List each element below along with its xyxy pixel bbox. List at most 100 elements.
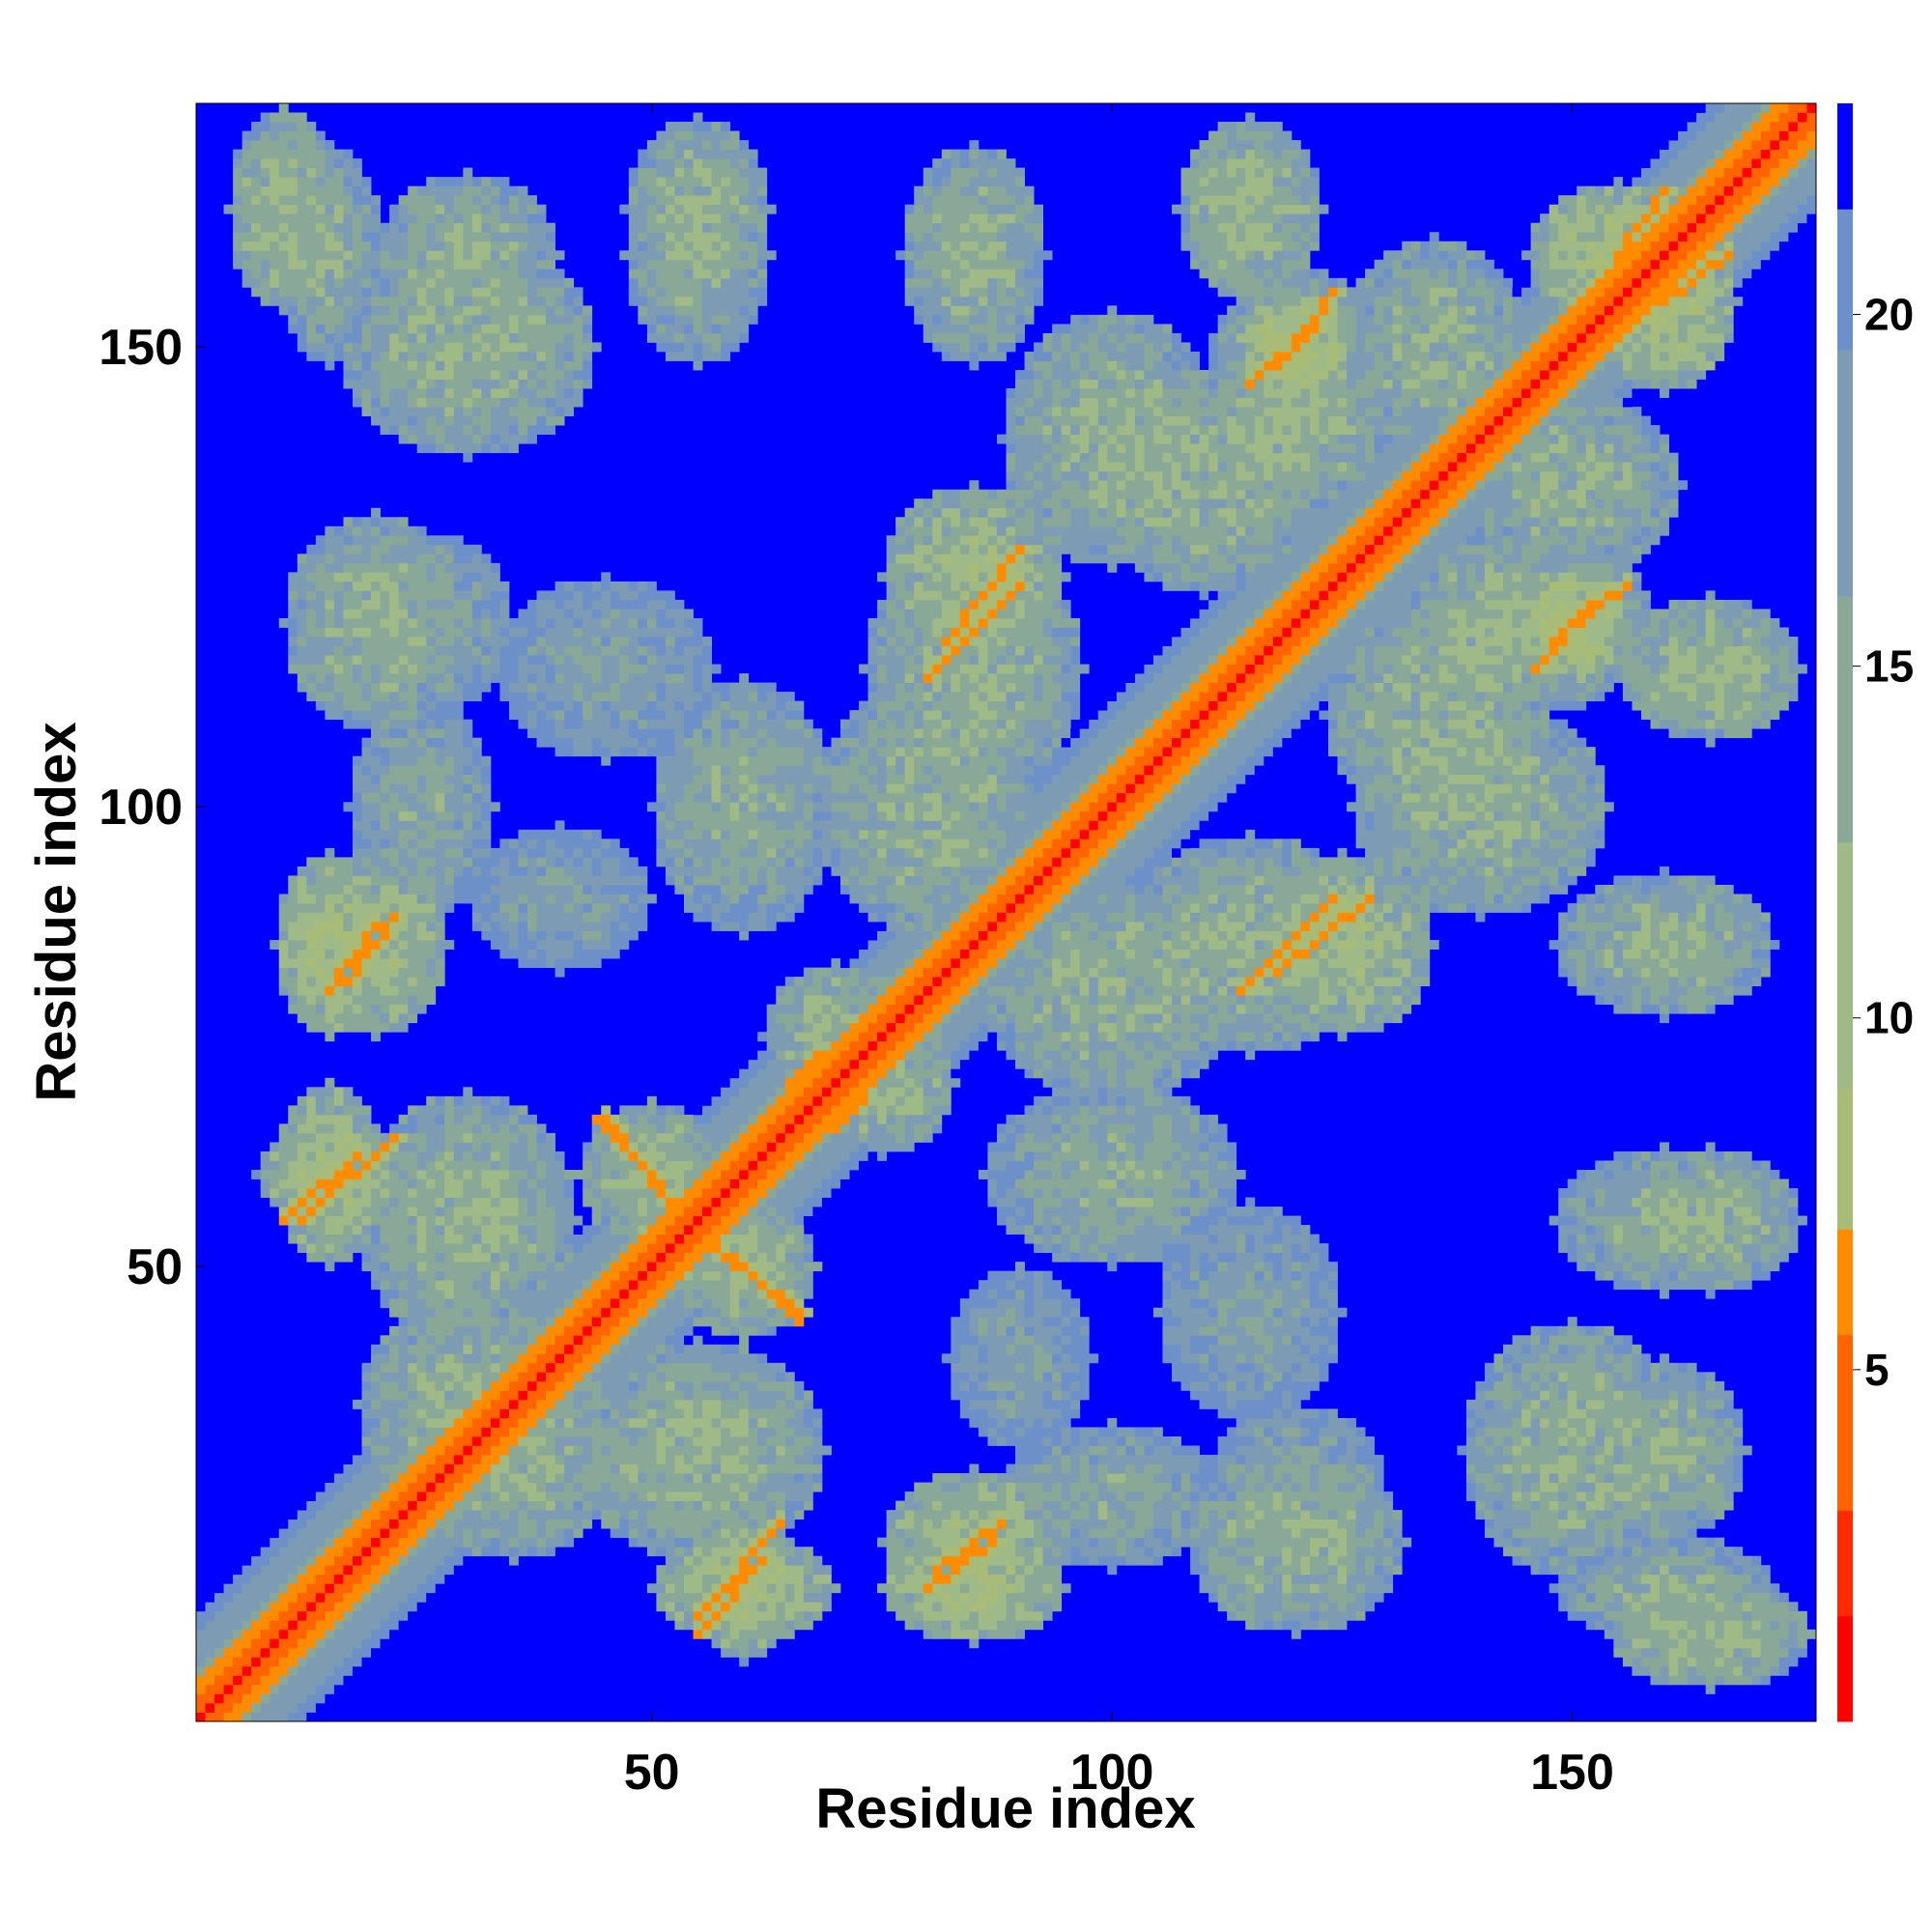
heatmap-cell	[638, 1362, 648, 1373]
heatmap-cell	[426, 314, 437, 325]
heatmap-cell	[315, 1013, 326, 1024]
heatmap-cell	[371, 1638, 381, 1649]
heatmap-cell	[260, 213, 270, 224]
heatmap-cell	[325, 1684, 335, 1694]
heatmap-cell	[315, 259, 326, 270]
heatmap-cell	[610, 1455, 620, 1464]
heatmap-cell	[582, 692, 593, 702]
heatmap-cell	[628, 1280, 639, 1291]
heatmap-cell	[389, 847, 400, 858]
heatmap-cell	[297, 1105, 307, 1116]
heatmap-cell	[325, 627, 335, 638]
heatmap-cell	[601, 1482, 611, 1492]
heatmap-cell	[518, 1547, 528, 1557]
heatmap-cell	[463, 195, 473, 206]
heatmap-cell	[371, 314, 381, 325]
heatmap-cell	[315, 195, 326, 206]
heatmap-cell	[499, 847, 510, 858]
heatmap-cell	[398, 1492, 409, 1501]
heatmap-cell	[453, 875, 464, 886]
heatmap-cell	[371, 1262, 381, 1272]
heatmap-cell	[389, 1620, 400, 1631]
heatmap-cell	[408, 1207, 418, 1216]
heatmap-cell	[398, 1482, 409, 1492]
heatmap-cell	[656, 1344, 667, 1354]
heatmap-cell	[573, 636, 583, 646]
heatmap-cell	[371, 259, 381, 270]
heatmap-cell	[508, 388, 519, 398]
heatmap-cell	[278, 1555, 289, 1566]
heatmap-cell	[564, 1445, 575, 1456]
heatmap-cell	[453, 884, 464, 895]
heatmap-cell	[554, 673, 565, 683]
heatmap-cell	[297, 204, 307, 214]
heatmap-cell	[471, 627, 482, 638]
heatmap-cell	[638, 1317, 648, 1327]
heatmap-cell	[610, 1225, 620, 1235]
heatmap-cell	[508, 1252, 519, 1263]
heatmap-cell	[527, 1243, 537, 1254]
heatmap-cell	[471, 195, 482, 206]
heatmap-cell	[490, 1399, 500, 1409]
heatmap-cell	[546, 1427, 556, 1437]
heatmap-cell	[499, 314, 510, 325]
heatmap-cell	[333, 949, 344, 959]
heatmap-cell	[628, 655, 639, 665]
heatmap-cell	[398, 902, 409, 913]
heatmap-cell	[490, 1473, 500, 1483]
heatmap-cell	[325, 1207, 335, 1216]
heatmap-cell	[416, 609, 427, 619]
heatmap-cell	[389, 1528, 400, 1539]
heatmap-cell	[573, 1307, 583, 1318]
heatmap-cell	[582, 351, 593, 361]
heatmap-cell	[656, 1335, 667, 1346]
heatmap-cell	[619, 1270, 630, 1281]
heatmap-cell	[352, 250, 362, 261]
heatmap-cell	[554, 1362, 565, 1373]
heatmap-cell	[416, 1519, 427, 1529]
heatmap-cell	[582, 332, 593, 343]
heatmap-cell	[389, 369, 400, 380]
heatmap-cell	[536, 930, 547, 941]
heatmap-cell	[490, 1197, 500, 1208]
heatmap-cell	[389, 985, 400, 996]
heatmap-cell	[444, 213, 455, 224]
heatmap-cell	[426, 692, 437, 702]
heatmap-cell	[251, 149, 262, 159]
heatmap-cell	[674, 1417, 685, 1428]
heatmap-cell	[398, 324, 409, 334]
heatmap-cell	[315, 554, 326, 564]
heatmap-cell	[389, 1280, 400, 1291]
heatmap-cell	[527, 259, 537, 270]
heatmap-cell	[380, 1142, 390, 1152]
heatmap-cell	[380, 664, 390, 674]
heatmap-cell	[619, 1169, 630, 1179]
heatmap-cell	[582, 1427, 593, 1437]
heatmap-cell	[463, 581, 473, 591]
heatmap-cell	[435, 875, 445, 886]
heatmap-cell	[297, 342, 307, 353]
heatmap-cell	[389, 1399, 400, 1409]
heatmap-cell	[361, 590, 372, 601]
heatmap-cell	[471, 1528, 482, 1539]
heatmap-cell	[380, 1638, 390, 1649]
heatmap-cell	[536, 324, 547, 334]
heatmap-cell	[499, 1280, 510, 1291]
heatmap-cell	[518, 360, 528, 371]
heatmap-cell	[315, 1188, 326, 1198]
heatmap-cell	[325, 1262, 335, 1272]
heatmap-cell	[325, 1555, 335, 1566]
heatmap-cell	[619, 664, 630, 674]
heatmap-cell	[325, 351, 335, 361]
heatmap-cell	[610, 617, 620, 628]
heatmap-cell	[463, 342, 473, 353]
heatmap-cell	[610, 747, 620, 757]
heatmap-cell	[546, 379, 556, 389]
heatmap-cell	[573, 379, 583, 389]
heatmap-cell	[361, 581, 372, 591]
heatmap-cell	[435, 1280, 445, 1291]
heatmap-cell	[638, 1417, 648, 1428]
heatmap-cell	[656, 1463, 667, 1474]
heatmap-cell	[665, 1215, 675, 1226]
heatmap-cell	[601, 755, 611, 766]
